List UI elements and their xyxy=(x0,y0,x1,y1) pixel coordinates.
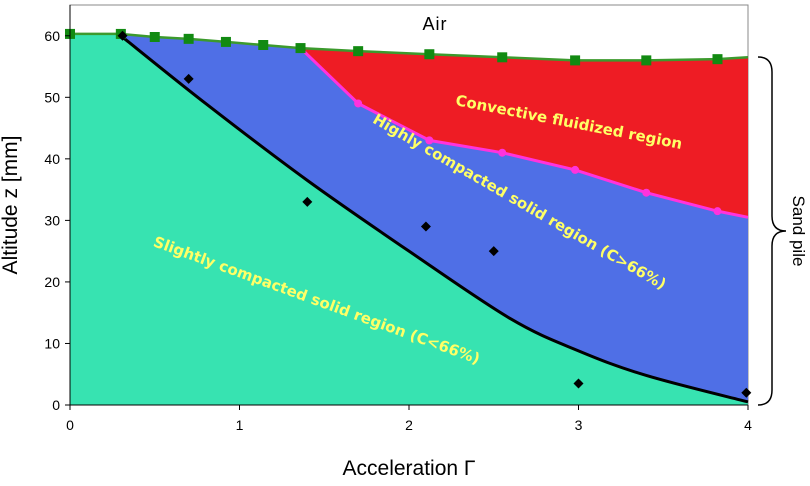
y-tick-label: 30 xyxy=(44,212,60,228)
fluidized-point xyxy=(713,207,722,216)
fluidized-boundary-line xyxy=(299,46,749,219)
measurement-point xyxy=(488,246,499,257)
x-tick-label: 0 xyxy=(66,417,74,433)
surface-point xyxy=(497,52,508,63)
measurement-point xyxy=(302,196,313,207)
convective-region xyxy=(300,48,748,218)
fluidized-point xyxy=(354,99,363,108)
air-label: Air xyxy=(423,14,448,34)
y-tick-label: 10 xyxy=(44,335,60,351)
x-tick-label: 1 xyxy=(236,417,244,433)
fluidized-point xyxy=(425,136,434,145)
surface-point xyxy=(183,33,194,44)
y-tick-label: 50 xyxy=(44,89,60,105)
measurement-point xyxy=(741,387,752,398)
measurement-point xyxy=(573,378,584,389)
x-tick-label: 3 xyxy=(575,417,583,433)
sand-pile-brace xyxy=(757,56,787,406)
fluidized-point xyxy=(571,165,580,174)
surface-point xyxy=(149,32,160,42)
surface-point xyxy=(424,49,435,60)
x-ticks: 0 1 2 3 4 xyxy=(66,405,752,433)
y-axis-title: Altitude z [mm] xyxy=(0,136,22,275)
x-tick-label: 4 xyxy=(744,417,752,433)
y-tick-label: 40 xyxy=(44,151,60,167)
fluidized-point xyxy=(642,188,651,197)
surface-point xyxy=(353,46,364,57)
surface-point xyxy=(220,36,231,47)
compaction-boundary-curve xyxy=(119,34,749,404)
surface-point xyxy=(258,40,269,50)
slightly-compacted-region xyxy=(70,33,748,406)
fluidized-point xyxy=(498,148,507,157)
measurement-point xyxy=(420,221,431,232)
surface-point xyxy=(570,55,581,66)
surface-point xyxy=(712,54,723,65)
x-tick-label: 2 xyxy=(405,417,413,433)
sand-pile-label: Sand pile xyxy=(789,196,808,267)
y-ticks: 0 10 20 30 40 50 60 xyxy=(44,28,70,413)
measurement-point xyxy=(183,73,194,84)
surface-point xyxy=(641,55,652,66)
sand-surface-line xyxy=(70,32,749,62)
x-axis-title: Acceleration Γ xyxy=(343,457,476,480)
surface-point xyxy=(295,43,306,54)
y-tick-label: 20 xyxy=(44,274,60,290)
measurement-point xyxy=(117,30,128,41)
y-tick-label: 60 xyxy=(44,28,60,44)
y-tick-label: 0 xyxy=(52,397,60,413)
